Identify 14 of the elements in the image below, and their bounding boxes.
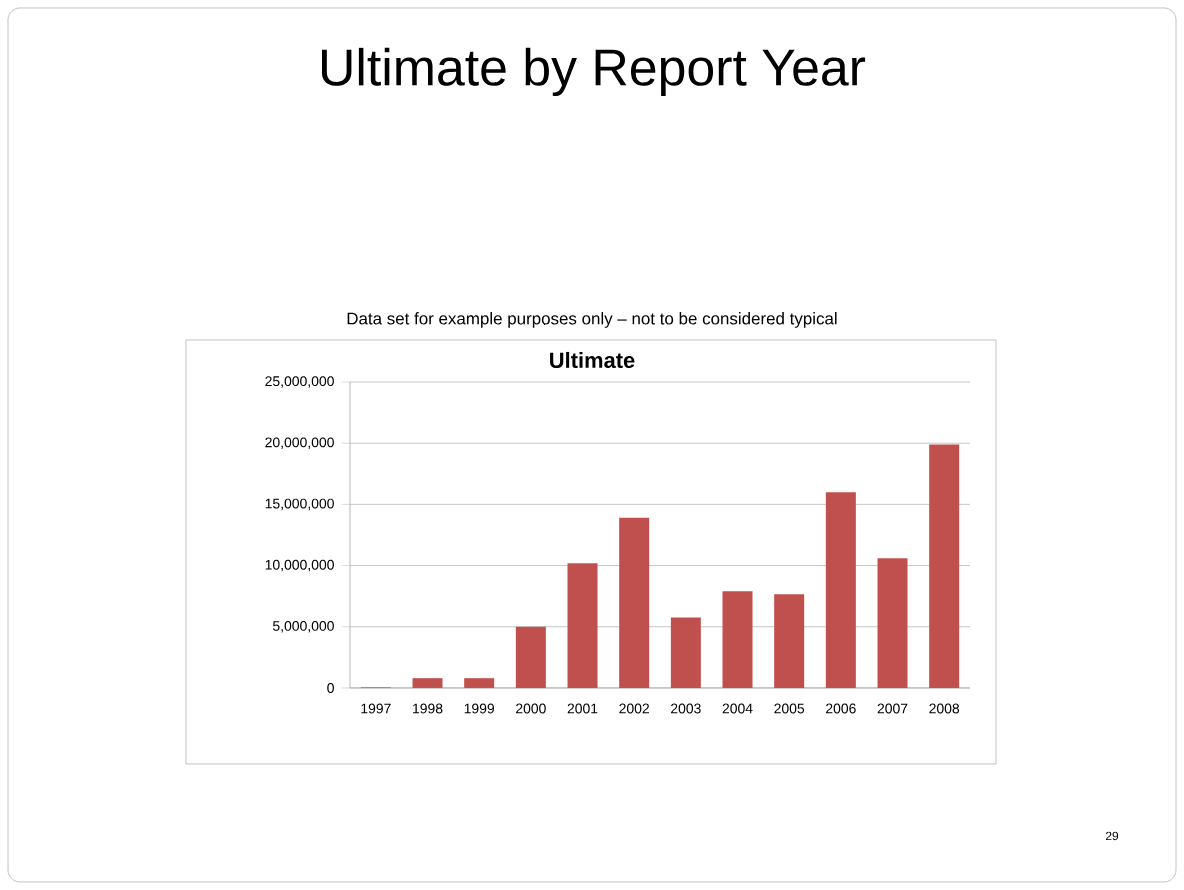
bar	[464, 678, 495, 688]
bar	[619, 517, 650, 688]
bar	[825, 492, 856, 688]
text: Ultimate by Report Year	[321, 47, 866, 97]
bar	[877, 558, 908, 688]
chart-title: Ultimate	[550, 351, 635, 369]
bar	[774, 594, 805, 688]
bar	[567, 563, 598, 688]
bar	[412, 678, 443, 688]
bar	[515, 626, 546, 688]
bar	[722, 591, 753, 688]
bar	[670, 617, 701, 688]
bar	[929, 444, 960, 688]
text: Data set for example purposes only – not to be considered typical	[347, 312, 837, 328]
